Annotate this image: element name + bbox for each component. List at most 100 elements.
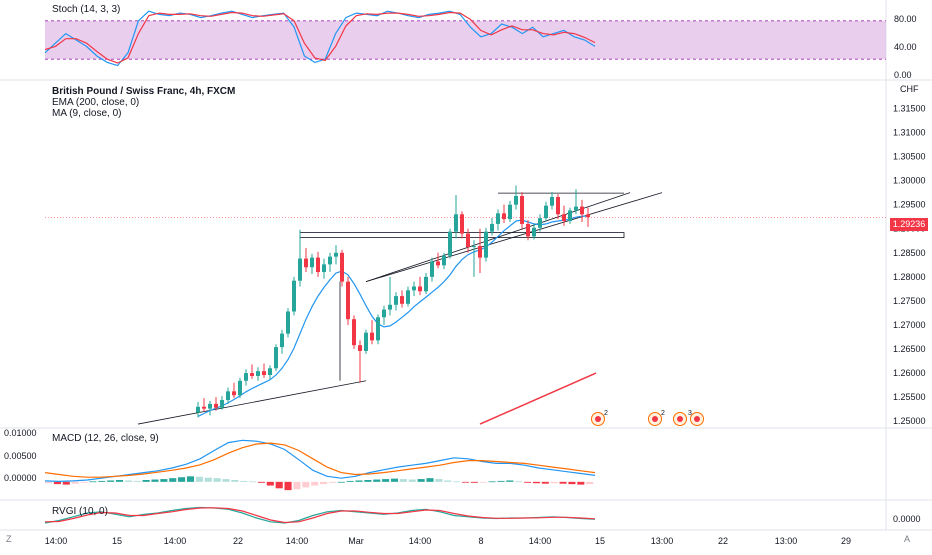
economic-event-icon (677, 416, 683, 422)
macd-histogram-bar (62, 481, 70, 485)
candle-body (418, 286, 422, 292)
price-tick-label: 1.29500 (893, 200, 926, 210)
price-tick-label: 1.31500 (893, 103, 926, 113)
price-tick-label: 1.30000 (893, 176, 926, 186)
candle-body (286, 311, 290, 334)
candle-body (502, 213, 506, 220)
candle-body (382, 309, 386, 318)
macd-histogram-bar (320, 481, 328, 485)
last-price-tag: 1.29236 (890, 218, 928, 231)
stoch-title: Stoch (14, 3, 3) (52, 4, 121, 15)
time-tick-label: 13:00 (651, 536, 674, 546)
stoch-band (45, 20, 886, 60)
candle-body (556, 196, 560, 215)
candle-body (226, 391, 230, 401)
candle-body (454, 214, 458, 232)
symbol-title: British Pound / Swiss Franc, 4h, FXCM (52, 86, 236, 97)
ma-indicator-label: MA (9, close, 0) (52, 108, 122, 119)
time-tick-label: 14:00 (164, 536, 187, 546)
auto-scale-button[interactable]: A (904, 534, 911, 544)
candle-body (280, 333, 284, 348)
time-tick-label: 22 (233, 536, 243, 546)
macd-tick-label: 0.01000 (4, 428, 37, 438)
candle-body (490, 223, 494, 232)
ema-indicator-label: EMA (200, close, 0) (52, 97, 140, 108)
candle-body (304, 258, 308, 268)
candle-body (310, 257, 314, 268)
macd-histogram-bar (124, 480, 132, 482)
macd-histogram-bar (497, 480, 505, 482)
stoch-tick-label: 40.00 (894, 42, 917, 52)
macd-histogram-bar (275, 481, 283, 489)
price-tick-label: 1.26000 (893, 368, 926, 378)
macd-histogram-bar (231, 480, 239, 482)
candle-body (250, 373, 254, 376)
macd-histogram-bar (53, 481, 61, 485)
trendline (137, 380, 367, 425)
rvgi-title: RVGI (10, 0) (52, 506, 108, 517)
rvgi-tick-label: 0.0000 (893, 514, 921, 524)
macd-histogram-bar (266, 481, 274, 486)
candle-body (466, 233, 470, 248)
macd-histogram-bar (524, 481, 532, 483)
candle-body (460, 214, 464, 234)
macd-histogram-bar (169, 478, 177, 482)
time-tick-label: 14:00 (286, 536, 309, 546)
time-tick-label: 15 (595, 536, 605, 546)
time-tick-label: 8 (478, 536, 483, 546)
candle-body (340, 252, 344, 282)
macd-histogram-bar (186, 476, 195, 482)
economic-event-icon (694, 416, 700, 422)
macd-histogram-bar (568, 481, 576, 485)
event-count-label: 2 (661, 410, 665, 417)
price-tick-label: 1.26500 (893, 344, 926, 354)
candle-body (550, 196, 554, 206)
macd-histogram-bar (390, 478, 399, 482)
macd-histogram-bar (45, 481, 53, 484)
time-tick-label: 15 (112, 536, 122, 546)
macd-histogram-bar (222, 479, 230, 482)
candle-body (400, 296, 404, 304)
macd-histogram-bar (293, 481, 301, 490)
candle-body (472, 246, 476, 248)
time-tick-label: 14:00 (45, 536, 68, 546)
macd-histogram-bar (160, 479, 168, 482)
candle-body (568, 210, 572, 222)
macd-histogram-bar (213, 478, 221, 482)
macd-histogram-bar (479, 481, 487, 483)
stoch-tick-label: 80.00 (894, 14, 917, 24)
time-tick-label: 14:00 (529, 536, 552, 546)
timezone-button[interactable]: Z (6, 534, 12, 544)
price-tick-label: 1.31000 (893, 128, 926, 138)
macd-histogram-bar (532, 481, 540, 484)
macd-histogram-bar (470, 481, 478, 483)
macd-histogram-bar (506, 480, 514, 482)
candle-body (352, 319, 356, 346)
economic-event-icon (652, 416, 658, 422)
candle-body (406, 290, 410, 304)
candle-body (514, 196, 518, 205)
candle-body (526, 223, 530, 237)
candle-body (298, 258, 302, 281)
ma-line (197, 215, 588, 417)
candle-body (496, 213, 500, 224)
candle-body (448, 231, 452, 256)
economic-event-icon (595, 416, 601, 422)
time-tick-label: 22 (718, 536, 728, 546)
candle-body (334, 252, 338, 257)
candle-body (538, 218, 542, 228)
candle-body (574, 206, 578, 211)
candle-body (256, 371, 260, 376)
candle-body (316, 257, 320, 273)
macd-histogram-bar (364, 480, 372, 482)
time-tick-label: 29 (841, 536, 851, 546)
candle-body (520, 196, 524, 224)
macd-signal-line (44, 442, 596, 478)
candle-body (484, 231, 488, 258)
trendline (365, 192, 663, 283)
time-tick-label: 14:00 (409, 536, 432, 546)
macd-histogram-bar (98, 480, 106, 482)
price-tick-label: 1.28500 (893, 248, 926, 258)
